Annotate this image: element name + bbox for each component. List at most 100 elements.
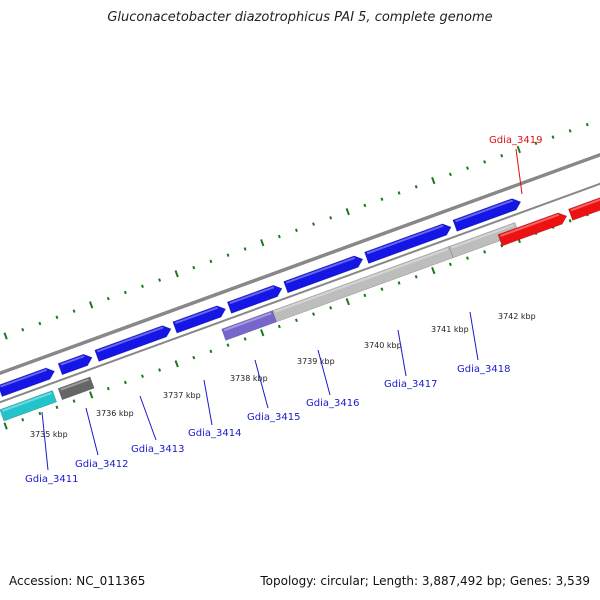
tick-mark <box>38 321 42 326</box>
tick-mark <box>431 176 436 185</box>
gene-arrow-gdia-3411-highlight <box>0 368 47 388</box>
feature-box-gdia-3412 <box>57 376 95 401</box>
gene-label: Gdia_3414 <box>188 428 241 439</box>
tick-mark <box>397 191 401 195</box>
gene-arrow-gdia-3417-highlight <box>366 224 444 255</box>
tick-mark <box>448 172 452 177</box>
tick-mark <box>329 306 333 310</box>
tick-mark <box>192 355 196 360</box>
tick-mark <box>226 343 230 347</box>
scale-label: 3738 kbp <box>230 374 268 383</box>
tick-mark <box>483 250 487 254</box>
feature-box-gdia-3418-highlight <box>451 224 515 249</box>
gene-arrow-gdia-3416-highlight <box>285 256 356 284</box>
backbone-line-lower <box>0 182 600 404</box>
tick-mark <box>448 262 452 267</box>
gene-features <box>0 197 600 422</box>
gene-arrow-gdia-3413-highlight <box>96 326 164 353</box>
tick-mark <box>174 270 179 278</box>
scale-labels: 3735 kbp 3736 kbp 3737 kbp 3738 kbp 3739 kbp… <box>30 312 536 439</box>
tick-mark <box>209 349 213 354</box>
tick-mark <box>466 166 469 170</box>
tick-mark <box>312 312 315 316</box>
gene-arrow-gdia-3419-highlight <box>500 213 560 237</box>
scale-label: 3736 kbp <box>96 409 134 418</box>
gene-arrow-gdia-3417 <box>364 223 452 264</box>
tick-mark <box>89 391 94 399</box>
gene-label-leader <box>515 148 523 195</box>
gene-arrow-gdia-3413 <box>94 325 172 362</box>
tick-mark <box>329 216 333 220</box>
gene-label: Gdia_3415 <box>247 412 300 423</box>
gene-arrow-gdia-3414-highlight <box>174 306 218 324</box>
tick-mark <box>174 360 179 368</box>
gene-label-leader <box>41 411 49 471</box>
tick-mark <box>414 275 418 279</box>
tick-mark <box>345 208 350 216</box>
feature-box-gdia-3415-highlight <box>223 312 272 332</box>
gene-label: Gdia_3412 <box>75 459 128 470</box>
tick-mark <box>192 265 196 270</box>
tick-marks <box>3 122 589 430</box>
genome-summary-text: Topology: circular; Length: 3,887,492 bp… <box>260 574 590 588</box>
tick-mark <box>568 219 572 223</box>
tick-mark <box>260 239 265 247</box>
tick-mark <box>106 296 110 301</box>
tick-mark <box>380 287 384 291</box>
tick-mark <box>21 417 25 422</box>
feature-box-gdia-3411 <box>0 390 57 422</box>
tick-mark <box>106 386 110 391</box>
tick-mark <box>89 301 94 309</box>
tick-mark <box>123 290 127 295</box>
tick-mark <box>3 332 8 340</box>
gene-arrow-gdia-3419 <box>497 212 568 247</box>
scale-label: 3735 kbp <box>30 430 68 439</box>
gene-label: Gdia_3416 <box>306 398 359 409</box>
tick-mark <box>72 399 76 403</box>
tick-mark <box>431 266 436 275</box>
tick-mark <box>226 253 230 257</box>
tick-mark <box>243 247 247 251</box>
tick-mark <box>380 197 384 201</box>
gene-arrow-gdia-3418 <box>452 198 522 232</box>
scale-label: 3742 kbp <box>498 312 536 321</box>
tick-mark <box>277 234 281 239</box>
scale-label: 3741 kbp <box>431 325 469 334</box>
tick-mark <box>21 327 25 332</box>
gene-arrow-gdia-3412 <box>57 353 93 376</box>
tick-mark <box>141 284 144 288</box>
gene-arrow-gdia-3411 <box>0 367 55 398</box>
gene-label: Gdia_3417 <box>384 379 437 390</box>
tick-mark <box>243 337 247 341</box>
scale-label: 3740 kbp <box>364 341 402 350</box>
tick-mark <box>363 293 367 298</box>
tick-mark <box>551 135 555 139</box>
gene-arrow-gdia-3415 <box>226 284 283 314</box>
tick-mark <box>585 122 589 127</box>
gene-arrow-gdia-3420-partial-highlight <box>570 198 600 212</box>
tick-mark <box>312 222 315 226</box>
accession-text: Accession: NC_011365 <box>9 574 146 588</box>
gene-arrow-gdia-3412-highlight <box>60 355 85 366</box>
scale-label: 3739 kbp <box>297 357 335 366</box>
gene-arrow-gdia-3418-highlight <box>455 199 514 223</box>
feature-box-gdia-3411-highlight <box>2 392 52 412</box>
gene-label-leader <box>317 349 331 396</box>
gene-label-leader <box>203 379 213 426</box>
gene-arrow-gdia-3416 <box>283 255 364 294</box>
gene-arrow-gdia-3414 <box>172 305 227 334</box>
tick-mark <box>55 315 59 320</box>
map-title: Gluconacetobacter diazotrophicus PAI 5, … <box>107 10 493 25</box>
backbone <box>0 152 600 404</box>
tick-mark <box>158 278 162 282</box>
gene-arrow-gdia-3420-partial <box>568 197 600 221</box>
gene-label-leader <box>139 395 157 441</box>
tick-mark <box>209 259 213 264</box>
gene-arrow-gdia-3415-highlight <box>229 286 275 305</box>
tick-mark <box>55 405 59 410</box>
tick-mark <box>363 203 367 208</box>
tick-mark <box>294 228 298 233</box>
